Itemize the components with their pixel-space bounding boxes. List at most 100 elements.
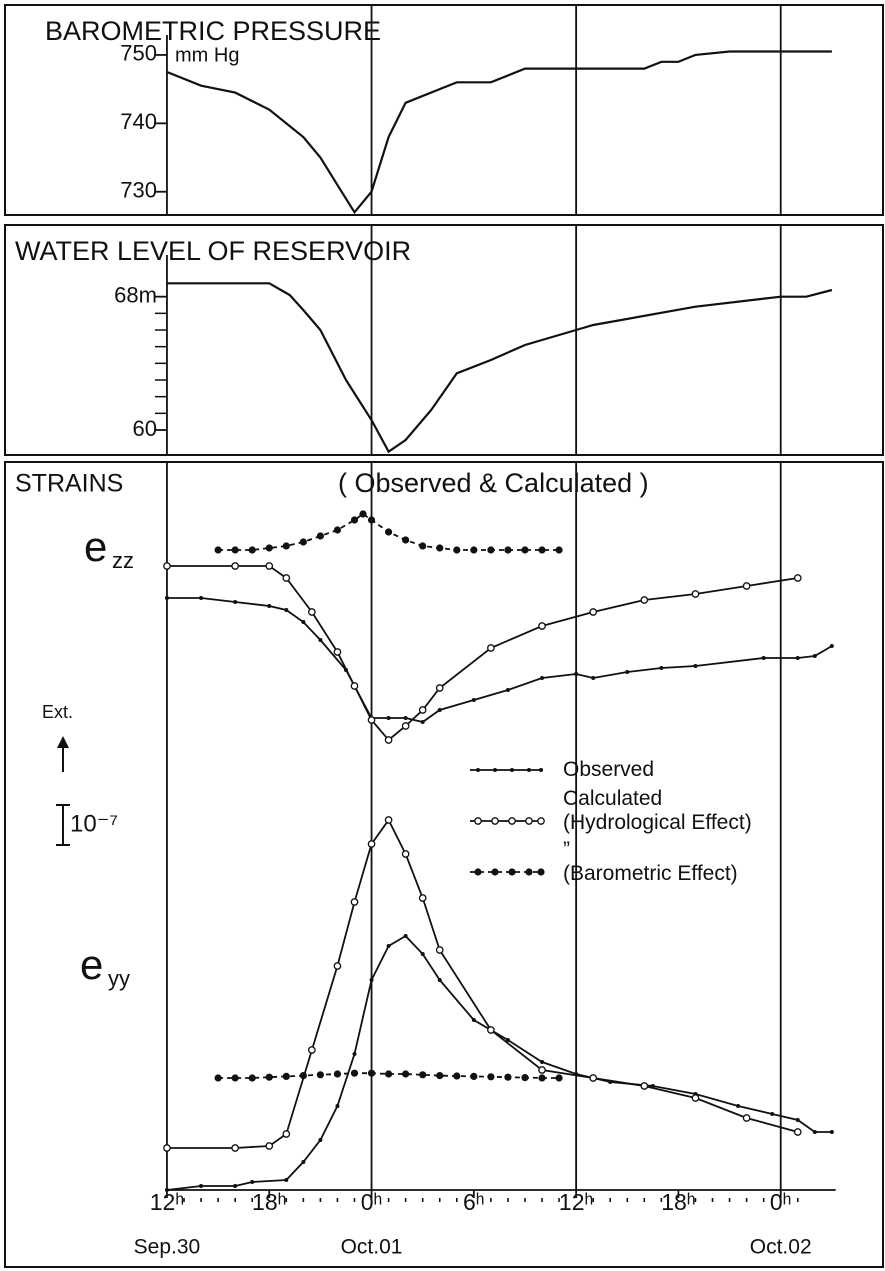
legend-label: ” (Barometric Effect) [563,838,738,885]
series-line [167,597,833,723]
data-point [538,1074,546,1082]
scale-bar-label: 10⁻⁷ [70,810,118,837]
data-point [163,1144,171,1152]
component-label: e [84,523,107,570]
legend-marker [508,817,516,825]
x-tick-label: 18ʰ [661,1189,695,1215]
data-point [793,1128,802,1136]
data-point [367,716,376,724]
data-point [505,688,510,692]
data-point [795,656,800,660]
panel-frame [4,224,884,456]
data-point [316,1071,324,1079]
data-point [812,654,817,658]
series-line [167,282,833,454]
component-sub: zz [112,548,134,573]
data-point [418,894,427,902]
data-point [367,840,376,848]
data-point [555,546,563,554]
y-tick-label: 730 [120,178,157,203]
series-line [218,512,560,551]
data-point [453,1072,461,1080]
data-point [640,1082,649,1090]
data-point [504,546,512,554]
data-point [436,1072,444,1080]
panel-title: WATER LEVEL OF RESERVOIR [15,236,411,266]
legend-marker [491,817,499,825]
data-point [471,1018,476,1022]
data-point [419,1071,427,1079]
data-point [795,1118,800,1122]
legend-marker [525,868,533,876]
data-point [470,546,478,554]
data-point [742,582,751,590]
data-point [538,546,546,554]
data-point [265,1073,273,1081]
data-point [829,644,834,648]
data-point [693,664,698,668]
data-point [420,952,425,956]
legend-marker [474,817,482,825]
data-point [504,1073,512,1081]
series-line [167,565,798,742]
data-point [333,962,342,970]
data-point [403,716,408,720]
data-point [282,542,290,550]
data-point [231,1074,239,1082]
legend-marker [508,868,516,876]
panel-subtitle: ( Observed & Calculated ) [338,468,649,498]
data-point [540,676,545,680]
data-point [419,542,427,550]
ext-arrow-head [57,736,69,748]
legend-marker [537,817,545,825]
data-point [384,816,393,824]
data-point [736,1104,741,1108]
data-point [299,538,307,546]
unit-label: mm Hg [175,44,239,66]
data-point [691,590,700,598]
data-point [318,1138,323,1142]
data-point [369,978,374,982]
data-point [318,638,323,642]
data-point [384,528,393,536]
data-point [793,574,802,582]
data-point [164,596,169,600]
data-point [487,1073,495,1081]
data-point [367,1069,376,1077]
data-point [233,1184,238,1188]
data-point [265,544,273,552]
data-point [418,706,427,714]
y-tick-label: 68m [114,282,157,307]
data-point [420,720,425,724]
data-point [540,1060,545,1064]
data-point [538,622,546,630]
series-line [166,50,832,215]
series-line [218,1072,560,1079]
data-point [386,944,391,948]
date-label: Oct.02 [750,1236,812,1259]
data-point [335,1104,340,1108]
legend-marker [493,768,497,772]
data-point [350,516,359,524]
data-point [402,536,410,544]
data-point [770,1112,775,1116]
data-point [333,648,342,656]
data-point [301,620,306,624]
data-point [284,608,289,612]
data-point [231,1144,240,1152]
data-point [248,1074,256,1082]
data-point [284,1178,289,1182]
data-point [214,1074,222,1082]
data-point [265,562,274,570]
legend-marker [491,868,499,876]
y-tick-label: 60 [132,416,156,441]
data-point [471,698,476,702]
data-point [386,716,391,720]
data-point [402,1070,410,1078]
data-point [282,1130,291,1138]
x-tick-label: 0ʰ [770,1189,792,1215]
data-point [591,676,596,680]
x-tick-label: 12ʰ [559,1189,593,1215]
data-point [231,562,240,570]
legend-marker [510,768,514,772]
